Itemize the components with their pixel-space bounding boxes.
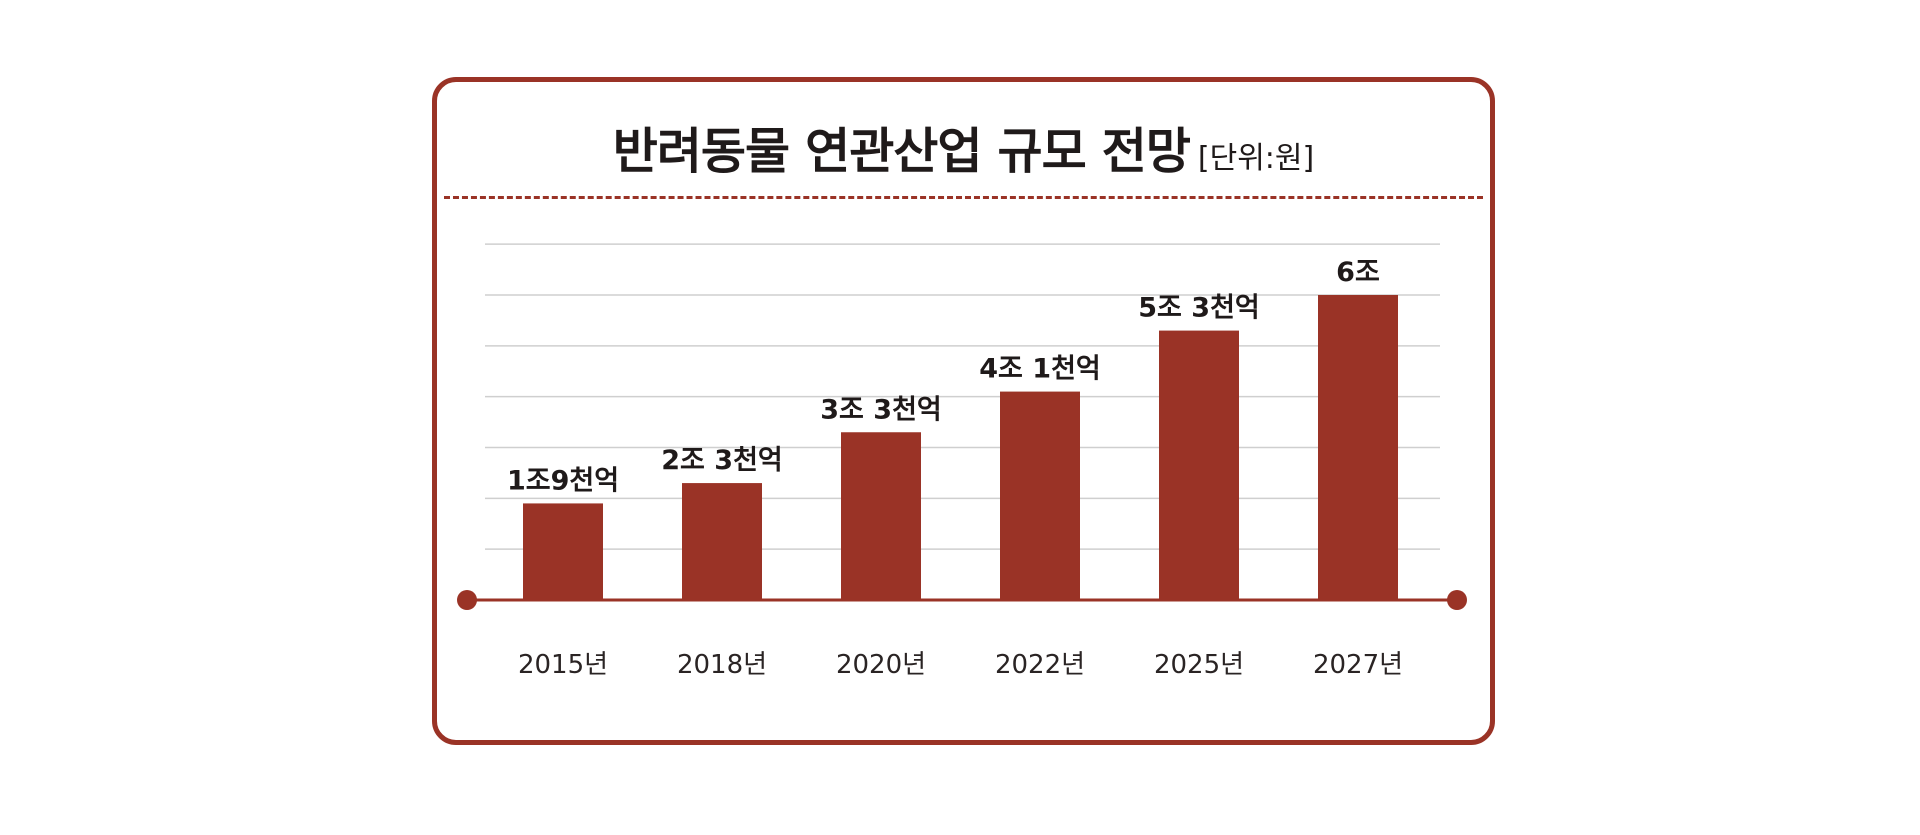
data-label: 1조9천억 — [507, 465, 619, 496]
x-tick-label: 2018년 — [677, 650, 767, 680]
bar — [682, 483, 762, 600]
data-label: 6조 — [1336, 257, 1380, 288]
x-axis — [457, 590, 1467, 610]
unit-label: [단위:원] — [1197, 141, 1315, 176]
x-tick-label: 2015년 — [518, 650, 608, 680]
gridlines — [485, 243, 1440, 550]
bar — [523, 503, 603, 600]
data-label: 3조 3천억 — [820, 394, 942, 425]
data-labels: 1조9천억 2조 3천억 3조 3천억 4조 1천억 5조 3천억 6조 — [507, 257, 1380, 496]
axis-end-dot-right — [1447, 590, 1467, 610]
bars — [523, 295, 1398, 600]
bar — [841, 432, 921, 600]
dashed-divider — [444, 196, 1483, 199]
title-row: 반려동물 연관산업 규모 전망 [단위:원] — [437, 112, 1490, 183]
data-label: 2조 3천억 — [661, 445, 783, 476]
x-tick-label: 2020년 — [836, 650, 926, 680]
x-tick-label: 2027년 — [1313, 650, 1403, 680]
bar — [1159, 330, 1239, 600]
bar — [1318, 295, 1398, 600]
x-tick-label: 2022년 — [995, 650, 1085, 680]
axis-end-dot-left — [457, 590, 477, 610]
chart-title: 반려동물 연관산업 규모 전망 — [612, 123, 1191, 180]
tick-labels: 2015년 2018년 2020년 2022년 2025년 2027년 — [518, 650, 1403, 680]
bar — [1000, 391, 1080, 600]
chart-card: 반려동물 연관산업 규모 전망 [단위:원] — [432, 77, 1495, 745]
data-label: 4조 1천억 — [979, 354, 1101, 385]
x-tick-label: 2025년 — [1154, 650, 1244, 680]
data-label: 5조 3천억 — [1138, 293, 1260, 324]
